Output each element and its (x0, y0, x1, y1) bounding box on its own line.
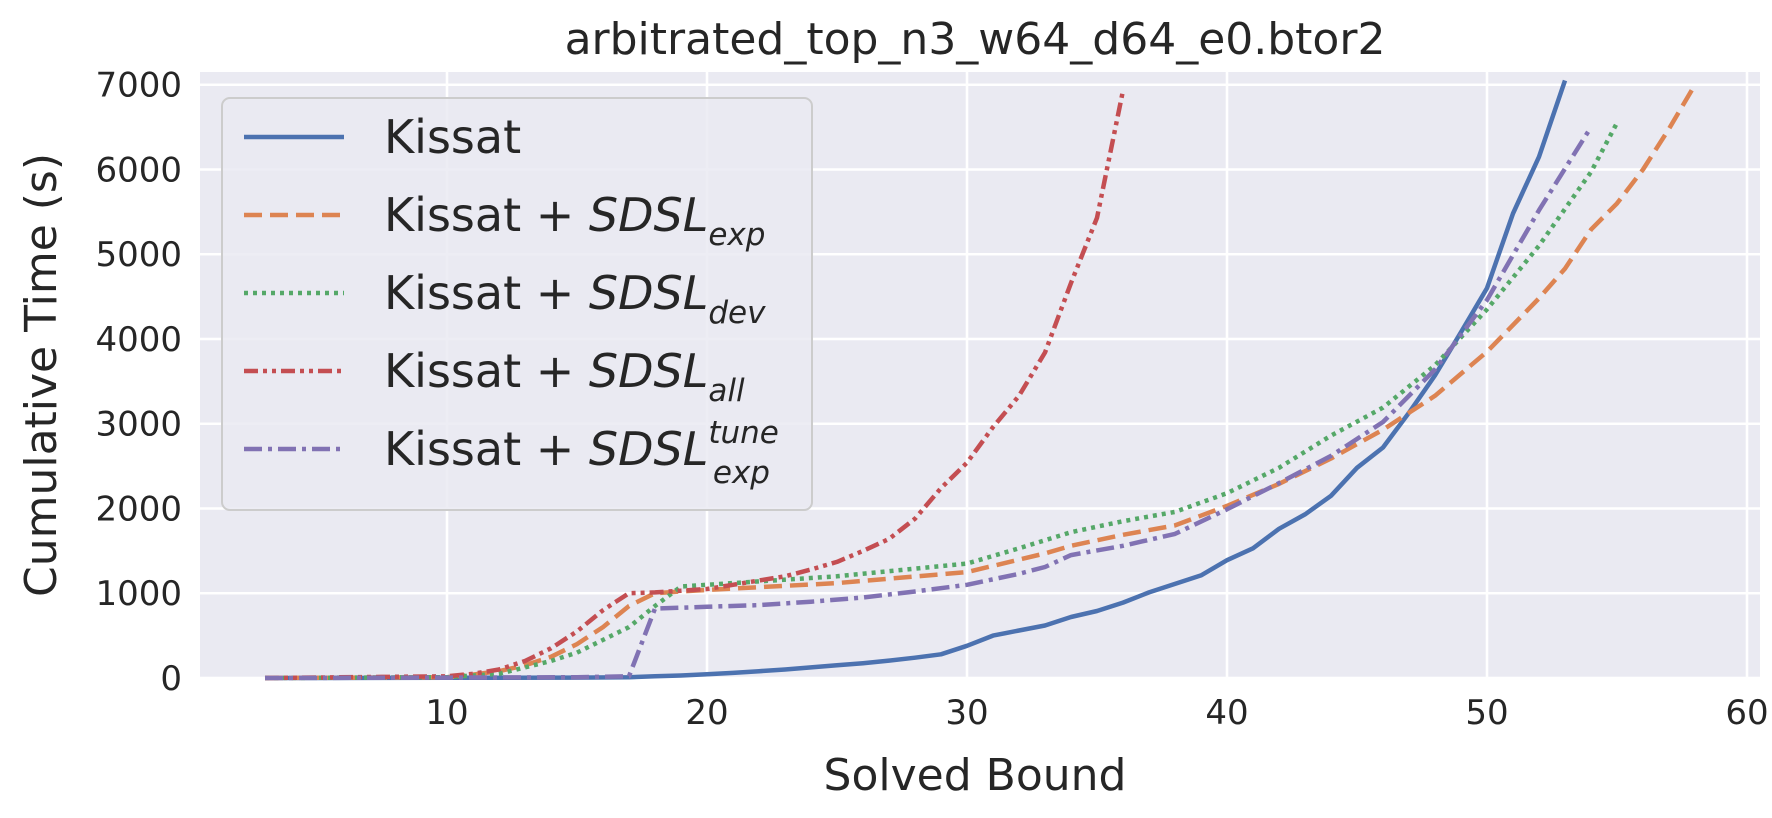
legend-label-4: Kissat + SDSLall (384, 344, 745, 409)
x-tick-label: 20 (685, 693, 728, 733)
series-line-5 (264, 125, 1593, 681)
legend-label-5: Kissat + SDSLtune exp (384, 415, 779, 491)
x-tick-label: 10 (425, 693, 468, 733)
y-tick-label: 4000 (95, 320, 182, 360)
legend-label-1: Kissat (384, 110, 521, 164)
x-tick-label: 60 (1725, 693, 1768, 733)
x-axis-label: Solved Bound (824, 750, 1127, 801)
y-tick-label: 7000 (95, 66, 182, 106)
legend-label-2: Kissat + SDSLexp (384, 188, 765, 253)
x-tick-label: 40 (1205, 693, 1248, 733)
legend: Kissat Kissat + SDSLexp Kissat + SDSLdev Ki… (221, 97, 813, 511)
y-tick-label: 5000 (95, 235, 182, 275)
legend-label-3: Kissat + SDSLdev (384, 266, 766, 331)
legend-box (221, 97, 813, 511)
series-layer (264, 79, 1697, 681)
chart-title: arbitrated_top_n3_w64_d64_e0.btor2 (565, 14, 1386, 65)
y-axis-label: Cumulative Time (s) (16, 153, 67, 597)
y-tick-label: 0 (160, 659, 182, 699)
axis-ticks: 10 20 30 40 50 60 0 1000 2000 3000 4000 5000 6000 700… (95, 66, 1768, 733)
y-tick-label: 2000 (95, 489, 182, 529)
series-line-1 (265, 79, 1568, 681)
x-tick-label: 30 (945, 693, 988, 733)
y-tick-label: 6000 (95, 150, 182, 190)
series-line-4 (264, 90, 1126, 681)
y-tick-label: 3000 (95, 405, 182, 445)
y-tick-label: 1000 (95, 574, 182, 614)
series-line-2 (264, 83, 1697, 681)
x-tick-label: 50 (1465, 693, 1508, 733)
